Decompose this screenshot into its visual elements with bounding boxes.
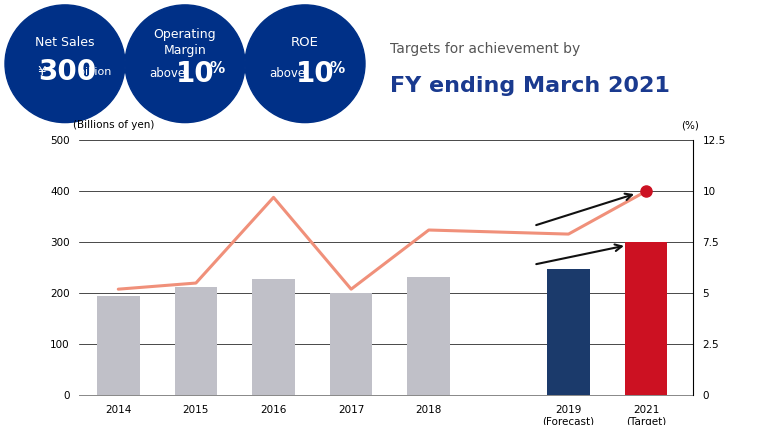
Text: ROE: ROE bbox=[291, 36, 319, 49]
Ellipse shape bbox=[5, 5, 125, 122]
Text: FY ending March 2021: FY ending March 2021 bbox=[390, 76, 670, 96]
Bar bbox=[175, 286, 217, 395]
Ellipse shape bbox=[245, 5, 365, 122]
Text: (Billions of yen): (Billions of yen) bbox=[73, 120, 154, 130]
Text: above: above bbox=[149, 67, 185, 80]
Text: 10: 10 bbox=[176, 60, 214, 88]
Text: (%): (%) bbox=[681, 120, 699, 130]
Text: billion: billion bbox=[78, 67, 112, 76]
Text: ¥: ¥ bbox=[38, 65, 46, 78]
Text: %: % bbox=[329, 61, 344, 76]
Bar bbox=[625, 242, 668, 395]
Text: 300: 300 bbox=[38, 58, 96, 85]
Bar bbox=[407, 277, 450, 395]
Text: above: above bbox=[269, 67, 305, 80]
Text: %: % bbox=[210, 61, 225, 76]
Bar bbox=[97, 296, 139, 395]
Text: Net Sales: Net Sales bbox=[36, 36, 95, 49]
Text: Operating: Operating bbox=[154, 28, 217, 41]
Bar bbox=[547, 269, 590, 395]
Ellipse shape bbox=[125, 5, 245, 122]
Bar bbox=[330, 293, 372, 395]
Bar bbox=[252, 279, 295, 395]
Text: 10: 10 bbox=[296, 60, 335, 88]
Text: Targets for achievement by: Targets for achievement by bbox=[390, 42, 581, 56]
Text: Margin: Margin bbox=[164, 43, 207, 57]
